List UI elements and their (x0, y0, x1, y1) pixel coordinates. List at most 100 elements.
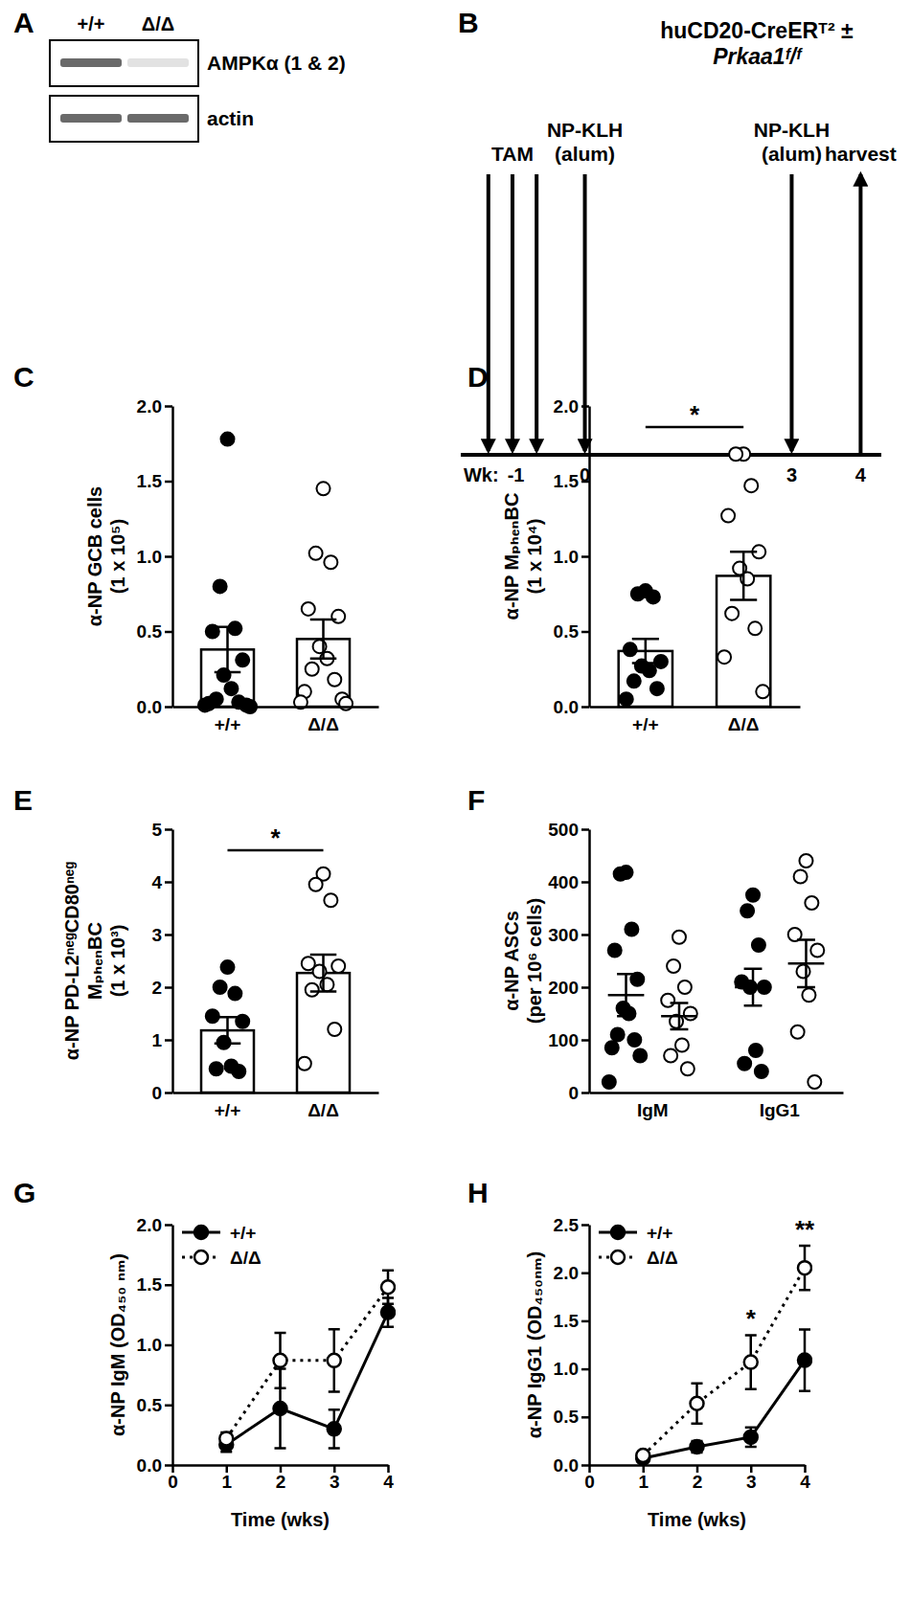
error-bar (745, 1428, 757, 1448)
point (627, 1033, 641, 1048)
tick-mark (164, 480, 173, 484)
tick-mark (164, 1039, 173, 1043)
error-bar (745, 1335, 757, 1390)
tick-mark (581, 1368, 590, 1372)
tick-label: 1 (637, 1472, 649, 1493)
tick: 1 (151, 1030, 173, 1051)
figure: A+/+Δ/ΔAMPKα (1 & 2)actinBhuCD20-CreERᵀ²… (0, 0, 911, 1600)
y-axis-title: α-NP MₚₕₑₙBC (501, 493, 523, 621)
tick-label: 400 (547, 872, 579, 893)
panel-label: G (13, 1177, 36, 1209)
y-axis-title: α-NP GCB cells (84, 486, 106, 627)
tick: 0.5 (553, 621, 590, 642)
tick: 1.0 (136, 1335, 173, 1356)
chart: 0.00.51.01.52.0α-NP MₚₕₑₙBC(1 x 10⁴)+/+Δ… (501, 396, 801, 736)
error-bar (798, 1329, 811, 1391)
panel-label: F (467, 784, 485, 817)
point (309, 546, 323, 561)
tick-label: 0.0 (553, 1456, 579, 1477)
tick: 1.0 (553, 546, 590, 568)
point (614, 867, 628, 882)
tick-mark (581, 706, 590, 709)
tick-mark (164, 881, 173, 885)
y-axis: 012345 (151, 819, 173, 1104)
point (331, 610, 345, 624)
tick-label: 0.5 (136, 1395, 163, 1416)
tick: 4 (151, 872, 173, 893)
point (663, 1049, 678, 1064)
point (728, 447, 743, 461)
error-bar (310, 619, 338, 660)
point (305, 662, 319, 677)
point (309, 878, 323, 892)
event-arrow (583, 174, 588, 452)
point (608, 944, 622, 958)
tick: 0 (151, 1083, 173, 1104)
tick: 3 (746, 1465, 757, 1493)
tick-label: 2.0 (553, 396, 579, 417)
tick-mark (164, 986, 173, 990)
tick-mark (164, 828, 173, 832)
point (631, 587, 645, 601)
tick-label: IgM (637, 1100, 669, 1121)
event-arrow (486, 174, 491, 452)
tick-label: IgG1 (759, 1100, 801, 1121)
point (602, 1075, 616, 1090)
tick-mark (164, 1405, 173, 1409)
plot-area (219, 1271, 395, 1454)
point (198, 698, 212, 712)
point (381, 1306, 395, 1321)
tick: 0 (584, 1465, 595, 1493)
tick-mark (581, 1464, 590, 1468)
legend: +/+Δ/Δ (182, 1223, 262, 1269)
tick: 0 (167, 1465, 179, 1493)
axis-title: Wk: (463, 464, 500, 486)
legend-marker (611, 1226, 625, 1240)
y-axis-title: α-NP ASCs (501, 911, 523, 1012)
chart: 0100200300400500α-NP ASCs(per 10⁶ cells)… (501, 819, 844, 1122)
tick-mark (164, 1464, 173, 1468)
tick-label: 1.0 (136, 1335, 162, 1356)
tick-mark (581, 555, 590, 559)
point (305, 983, 319, 998)
y-axis: 0.00.51.01.52.0 (136, 396, 174, 718)
tick: 0 (568, 1083, 590, 1104)
tick-mark (164, 555, 173, 559)
legend-label: +/+ (229, 1223, 256, 1244)
tick: 2.5 (553, 1215, 590, 1236)
y-axis-title: α-NP IgG1 (OD₄₅₀ₙₘ) (523, 1252, 546, 1439)
tick-label: 0 (584, 1472, 595, 1493)
tick-mark (581, 1416, 590, 1420)
point (297, 1057, 312, 1071)
tick-label: 1.5 (553, 1311, 580, 1332)
error-bar (214, 627, 242, 673)
tick-label: 1.0 (136, 546, 162, 568)
point (327, 673, 342, 687)
error-bar (632, 638, 660, 663)
tick-mark (164, 1224, 173, 1228)
tick: 0.5 (136, 1395, 173, 1416)
point (646, 590, 661, 604)
series-line (642, 1268, 805, 1457)
legend: +/+Δ/Δ (598, 1223, 679, 1269)
point (227, 621, 242, 636)
tick: 200 (547, 978, 590, 999)
chart: 0.00.51.01.52.02.5α-NP IgG1 (OD₄₅₀ₙₘ)012… (523, 1215, 816, 1531)
tick: +/+ (632, 714, 659, 735)
significance: ** (795, 1215, 816, 1245)
point (221, 432, 235, 447)
error-bar (797, 940, 816, 989)
tick: 1 (637, 1465, 649, 1493)
error-bar (310, 955, 338, 993)
y-axis-title: (1 x 10⁵) (107, 519, 129, 594)
x-axis: 01234 (584, 1465, 811, 1493)
tick-mark (581, 405, 590, 409)
point (331, 959, 345, 974)
tick: 3 (151, 925, 173, 946)
error-bar (798, 1246, 811, 1291)
chart: 0.00.51.01.52.0α-NP GCB cells(1 x 10⁵)+/… (84, 396, 380, 736)
tick-mark (581, 1320, 590, 1324)
point (755, 684, 770, 699)
tick-label: 3 (786, 464, 798, 486)
point (633, 1049, 647, 1064)
